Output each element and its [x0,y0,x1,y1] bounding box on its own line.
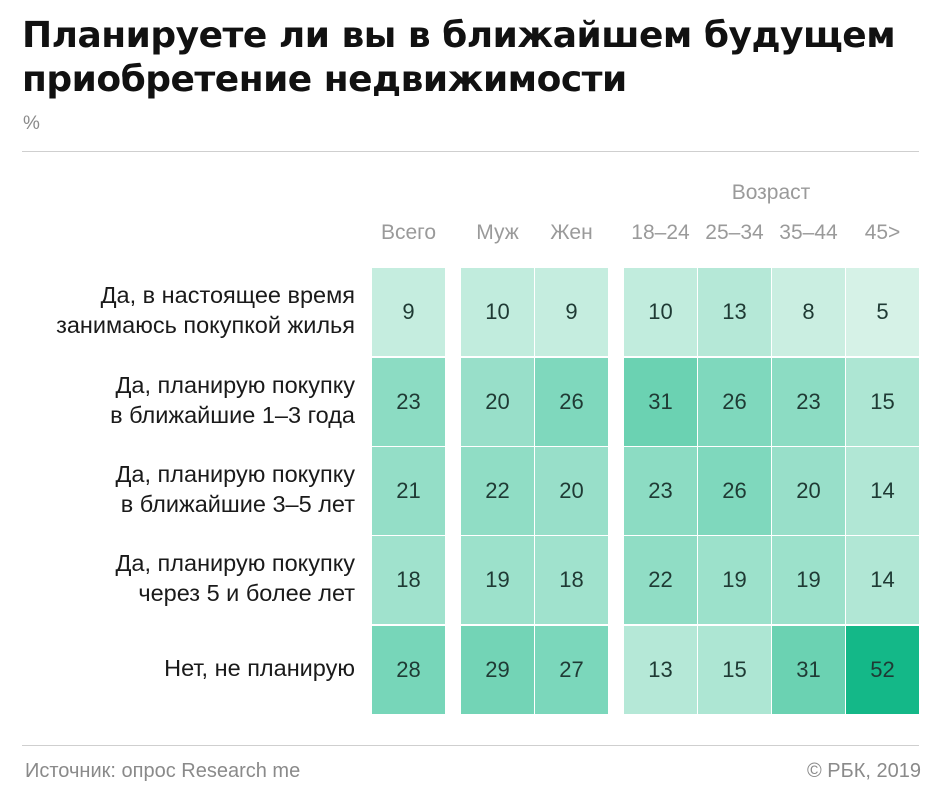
heatmap-cell: 31 [772,626,845,714]
column-header: Муж [476,221,519,244]
top-divider [22,151,919,152]
copyright: © РБК, 2019 [806,760,921,782]
heatmap-cell: 26 [698,447,771,535]
heatmap-cell: 26 [698,358,771,446]
heatmap-cell: 15 [698,626,771,714]
row-label: Нет, не планирую [164,655,355,681]
column-header: 18–24 [631,221,690,244]
heatmap-cell: 29 [461,626,534,714]
unit-label: % [23,113,40,134]
heatmap-cell: 20 [535,447,608,535]
bottom-divider [22,745,919,746]
heatmap-cell: 15 [846,358,919,446]
heatmap-cell: 20 [772,447,845,535]
row-label: Да, планирую покупку в ближайшие 3–5 лет [115,461,355,517]
heatmap-cell: 14 [846,447,919,535]
heatmap-cell: 23 [772,358,845,446]
age-group-label: Возраст [731,181,811,204]
heatmap-cell: 22 [461,447,534,535]
heatmap-cell: 22 [624,536,697,624]
column-header: 35–44 [779,221,838,244]
heatmap-cell: 23 [624,447,697,535]
row-label: Да, планирую покупку в ближайшие 1–3 год… [110,372,355,428]
column-header: Всего [380,221,437,244]
source-note: Источник: опрос Research me [25,760,301,782]
heatmap-cell: 52 [846,626,919,714]
heatmap-cell: 18 [372,536,445,624]
heatmap-cell: 28 [372,626,445,714]
heatmap-cell: 19 [698,536,771,624]
chart-title: Планируете ли вы в ближайшем будущем при… [22,15,896,100]
heatmap-cell: 13 [624,626,697,714]
heatmap-cell: 26 [535,358,608,446]
heatmap-cell: 19 [461,536,534,624]
heatmap-cell: 14 [846,536,919,624]
heatmap-cell: 27 [535,626,608,714]
heatmap-cell: 21 [372,447,445,535]
column-header: Жен [550,221,593,244]
heatmap-cell: 20 [461,358,534,446]
heatmap-cell: 10 [624,268,697,356]
heatmap-cell: 9 [535,268,608,356]
heatmap-cell: 5 [846,268,919,356]
heatmap-cell: 19 [772,536,845,624]
heatmap-cell: 23 [372,358,445,446]
column-header: 45> [864,221,901,244]
row-label: Да, планирую покупку через 5 и более лет [115,550,355,606]
heatmap-cell: 9 [372,268,445,356]
column-header: 25–34 [705,221,764,244]
heatmap-cell: 13 [698,268,771,356]
heatmap-cell: 31 [624,358,697,446]
row-label: Да, в настоящее время занимаюсь покупкой… [56,282,355,338]
heatmap-cell: 18 [535,536,608,624]
heatmap-cell: 8 [772,268,845,356]
heatmap-cell: 10 [461,268,534,356]
